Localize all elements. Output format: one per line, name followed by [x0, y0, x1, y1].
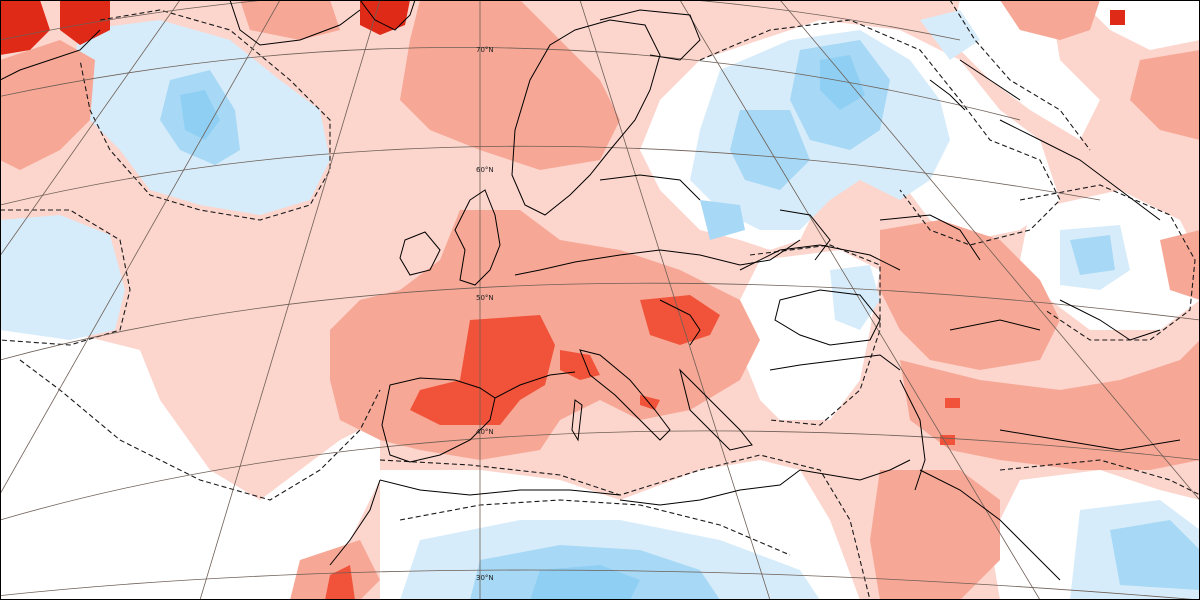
lat-label-40n: 40°N	[476, 428, 494, 436]
lat-label-70n: 70°N	[476, 46, 494, 54]
lat-label-60n: 60°N	[476, 166, 494, 174]
negative-strong-regions	[180, 55, 865, 600]
positive-strong-regions	[325, 295, 960, 600]
coastlines	[0, 0, 1181, 581]
lat-label-30n: 30°N	[476, 574, 494, 582]
lat-label-50n: 50°N	[476, 294, 494, 302]
latitude-labels: 70°N 60°N 50°N 40°N 30°N	[476, 46, 494, 582]
